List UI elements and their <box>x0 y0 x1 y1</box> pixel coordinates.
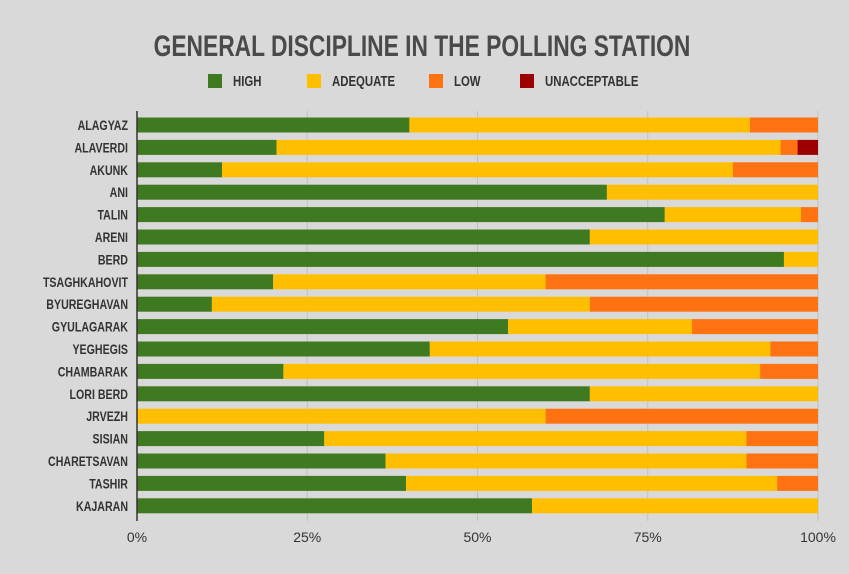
bar-ani-high <box>137 184 607 200</box>
y-label-akunk: AKUNK <box>90 162 128 178</box>
bar-charetsavan-low <box>746 453 818 469</box>
y-label-byureghavan: BYUREGHAVAN <box>46 297 128 313</box>
y-label-chambarak: CHAMBARAK <box>58 364 128 380</box>
bar-akunk-adequate <box>222 162 733 178</box>
y-label-lori-berd: LORI BERD <box>70 386 128 402</box>
bar-gyulagarak-high <box>137 319 509 335</box>
y-axis-labels: ALAGYAZ ALAVERDI AKUNK ANI TALIN ARENI BERD TSA… <box>43 118 128 515</box>
y-label-sisian: SISIAN <box>93 431 128 447</box>
bar-jrvezh-adequate <box>137 408 546 424</box>
bar-byureghavan-high <box>137 296 212 312</box>
y-label-berd: BERD <box>98 252 128 268</box>
y-label-tashir: TASHIR <box>89 476 128 492</box>
legend-swatch-high <box>208 74 222 88</box>
bar-berd-high <box>137 251 784 267</box>
legend-swatch-unacceptable <box>520 74 534 88</box>
y-label-yeghegis: YEGHEGIS <box>72 342 128 358</box>
bar-talin-adequate <box>664 207 801 223</box>
y-label-gyulagarak: GYULAGARAK <box>52 319 128 335</box>
bar-gyulagarak-low <box>692 319 818 335</box>
bar-yeghegis-high <box>137 341 430 357</box>
bar-chambarak-adequate <box>283 363 761 379</box>
y-label-ani: ANI <box>110 185 128 201</box>
bar-byureghavan-adequate <box>211 296 590 312</box>
bar-byureghavan-low <box>589 296 818 312</box>
y-label-tsaghkahovit: TSAGHKAHOVIT <box>43 274 128 290</box>
bar-alagyaz-adequate <box>409 117 750 133</box>
bar-talin-low <box>800 207 818 223</box>
bar-chambarak-high <box>137 363 284 379</box>
bar-alaverdi-low <box>780 139 798 155</box>
bar-alaverdi-high <box>137 139 277 155</box>
legend-label-low: LOW <box>454 72 481 89</box>
bar-alagyaz-low <box>749 117 818 133</box>
y-label-talin: TALIN <box>97 207 128 223</box>
y-label-jrvezh: JRVEZH <box>86 409 128 425</box>
bar-akunk-high <box>137 162 223 178</box>
chart-title: GENERAL DISCIPLINE IN THE POLLING STATIO… <box>154 29 691 63</box>
bars-group <box>137 117 818 514</box>
legend: HIGH ADEQUATE LOW UNACCEPTABLE <box>208 72 639 89</box>
bar-talin-high <box>137 207 665 223</box>
bar-areni-high <box>137 229 590 245</box>
legend-label-unacceptable: UNACCEPTABLE <box>545 72 639 89</box>
bar-alaverdi-adequate <box>276 139 781 155</box>
bar-sisian-high <box>137 431 325 447</box>
bar-sisian-low <box>746 431 818 447</box>
legend-swatch-adequate <box>307 74 321 88</box>
x-tick-label-50: 50% <box>463 529 491 545</box>
x-tick-label-100: 100% <box>800 529 836 545</box>
bar-tashir-high <box>137 475 406 491</box>
bar-lori-berd-adequate <box>589 386 818 402</box>
bar-tsaghkahovit-high <box>137 274 274 290</box>
y-label-charetsavan: CHARETSAVAN <box>48 454 128 470</box>
grid-lines <box>306 111 819 521</box>
x-tick-label-25: 25% <box>293 529 321 545</box>
bar-jrvezh-low <box>545 408 818 424</box>
bar-tsaghkahovit-low <box>545 274 818 290</box>
bar-alagyaz-high <box>137 117 410 133</box>
legend-swatch-low <box>429 74 443 88</box>
bar-gyulagarak-adequate <box>508 319 693 335</box>
x-axis-tick-labels: 0% 25% 50% 75% 100% <box>127 529 836 545</box>
bar-tashir-adequate <box>405 475 778 491</box>
bar-yeghegis-low <box>770 341 818 357</box>
bar-sisian-adequate <box>324 431 747 447</box>
bar-lori-berd-high <box>137 386 590 402</box>
bar-tsaghkahovit-adequate <box>273 274 546 290</box>
bar-kajaran-adequate <box>531 498 818 514</box>
bar-tashir-low <box>777 475 818 491</box>
x-tick-label-75: 75% <box>634 529 662 545</box>
bar-akunk-low <box>732 162 818 178</box>
bar-chambarak-low <box>760 363 818 379</box>
y-label-areni: ARENI <box>95 230 128 246</box>
bar-kajaran-high <box>137 498 532 514</box>
legend-label-high: HIGH <box>233 72 261 89</box>
bar-alaverdi-unacceptable <box>797 139 818 155</box>
legend-label-adequate: ADEQUATE <box>332 72 395 89</box>
y-label-alaverdi: ALAVERDI <box>74 140 128 156</box>
bar-areni-adequate <box>589 229 818 245</box>
bar-charetsavan-adequate <box>385 453 747 469</box>
y-label-kajaran: KAJARAN <box>76 498 128 514</box>
bar-ani-adequate <box>606 184 818 200</box>
x-tick-label-0: 0% <box>127 529 147 545</box>
y-label-alagyaz: ALAGYAZ <box>78 118 129 134</box>
bar-berd-adequate <box>783 251 818 267</box>
bar-yeghegis-adequate <box>429 341 771 357</box>
bar-charetsavan-high <box>137 453 386 469</box>
